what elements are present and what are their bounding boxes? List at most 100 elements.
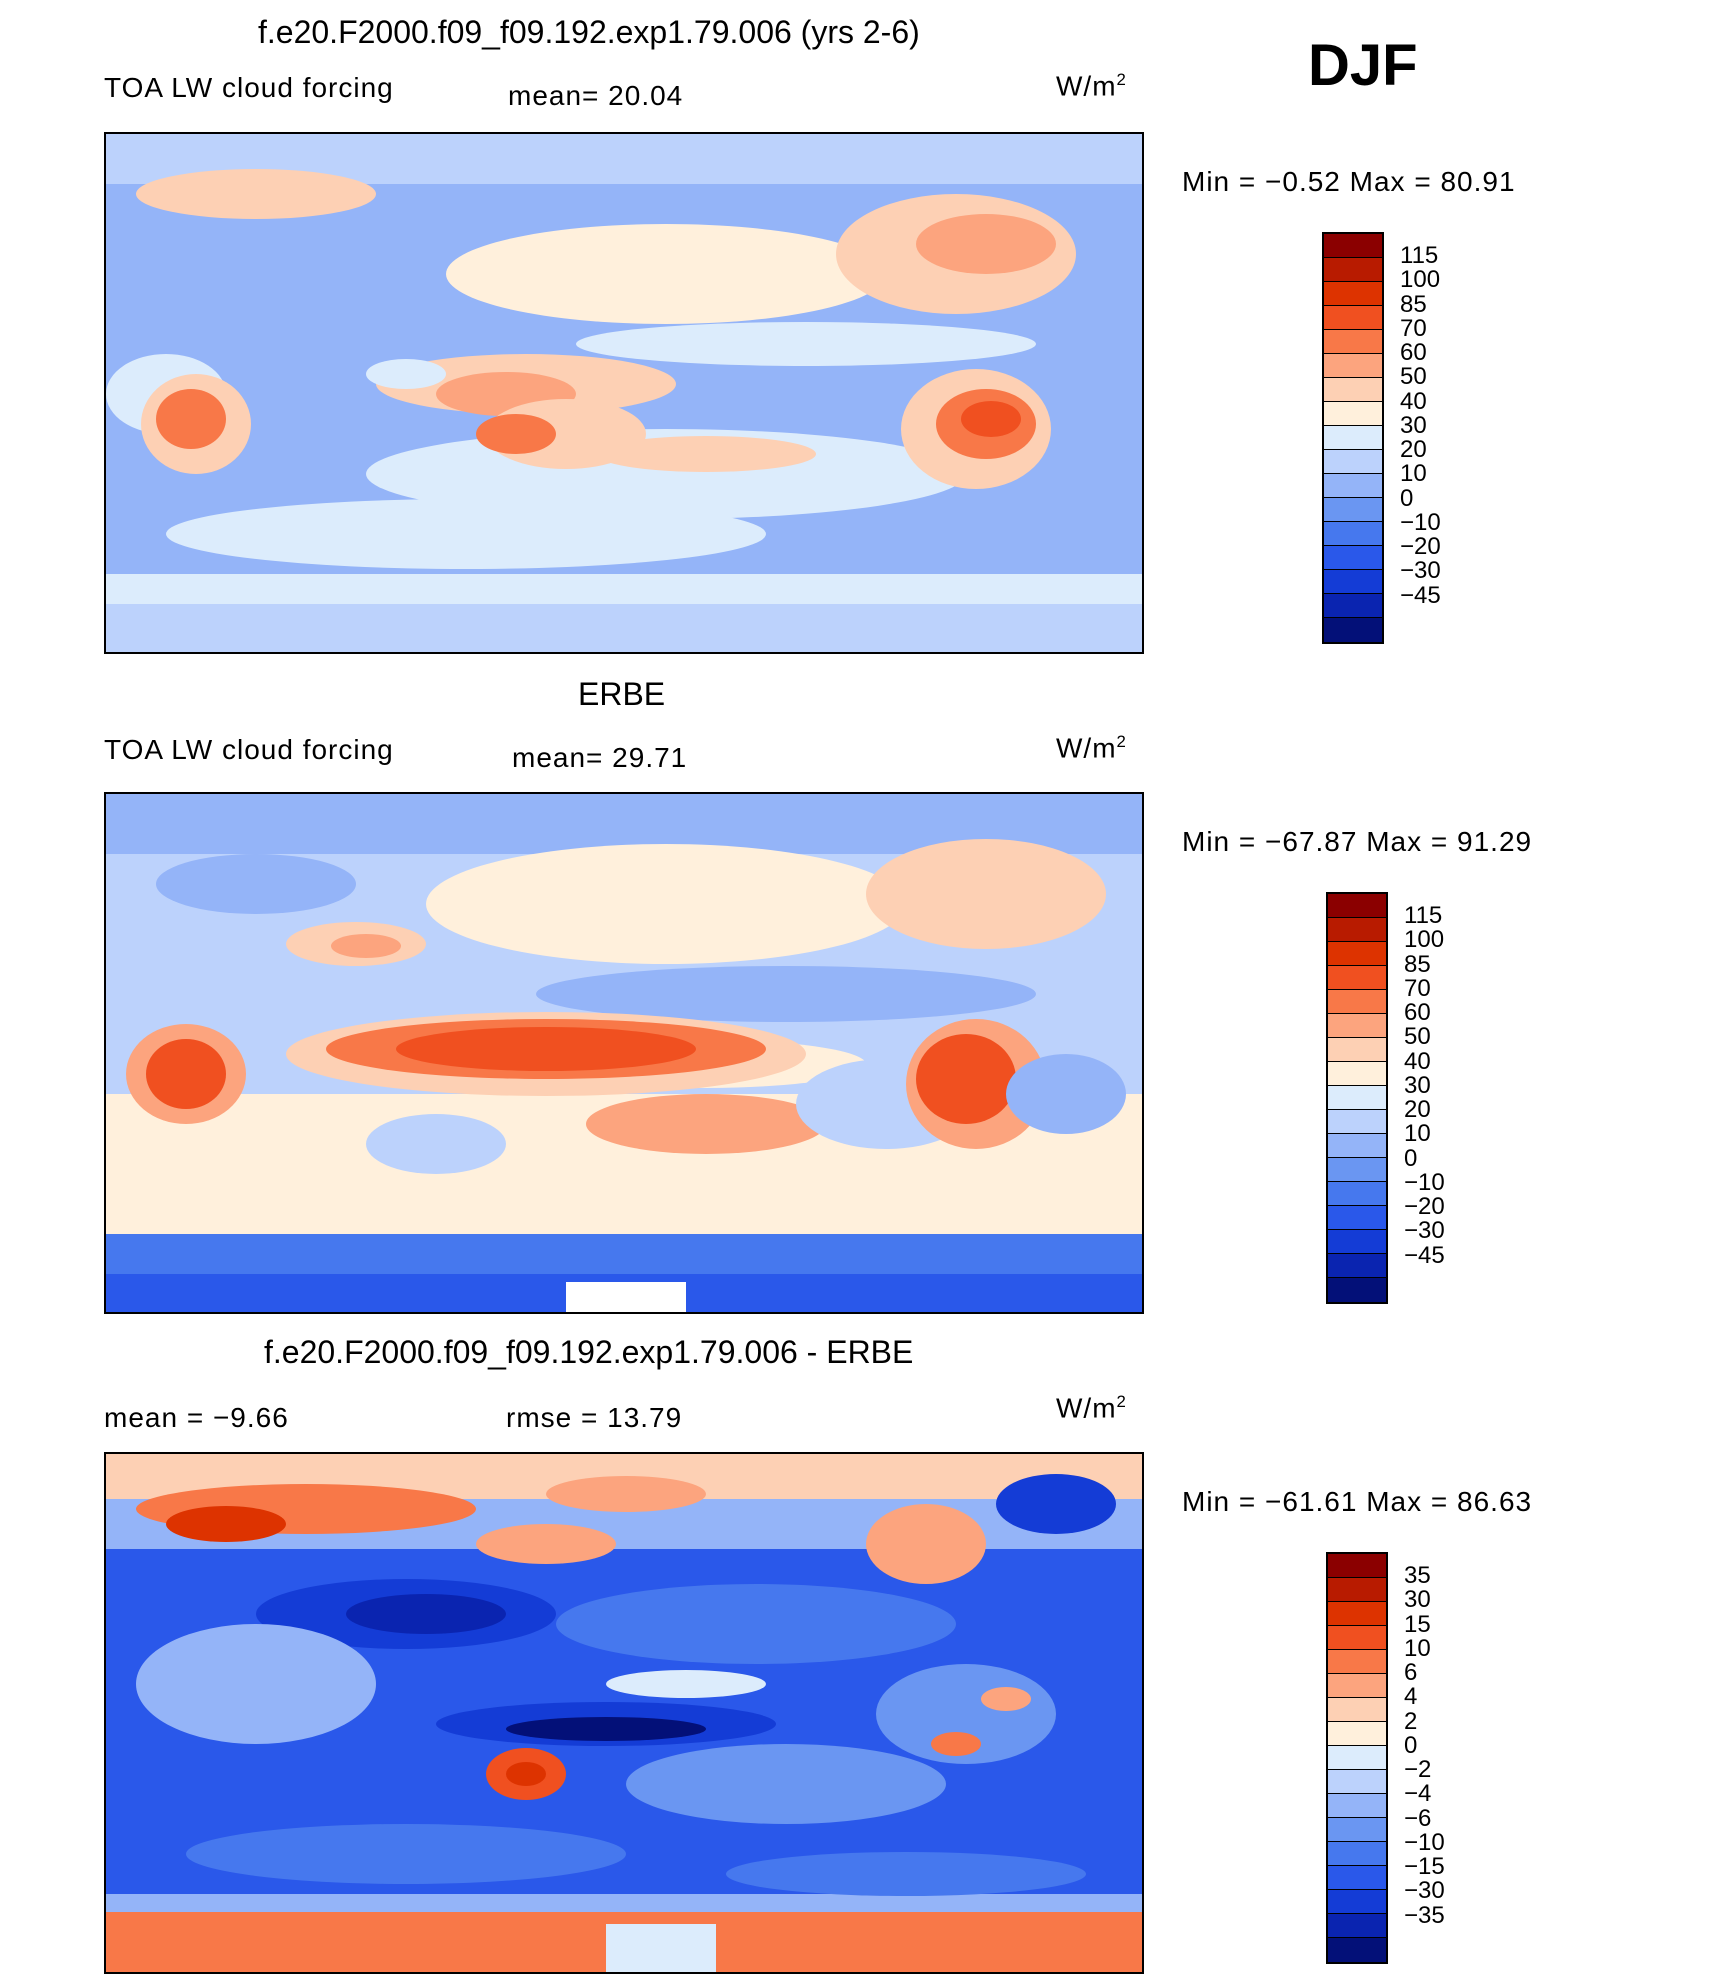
colorbar-segment — [1328, 1938, 1386, 1962]
colorbar-segment — [1328, 1698, 1386, 1722]
colorbar-segment — [1328, 1554, 1386, 1578]
colorbar-tick-label: −45 — [1400, 581, 1441, 609]
colorbar-segment — [1328, 1890, 1386, 1914]
colorbar-tick-label: −10 — [1404, 1168, 1445, 1196]
colorbar-tick-label: 115 — [1404, 902, 1443, 930]
colorbar-segment — [1324, 522, 1382, 546]
colorbar-tick-label: 60 — [1404, 999, 1431, 1027]
panel1-units: W/m2 — [1056, 70, 1127, 102]
colorbar-tick-label: −30 — [1400, 557, 1441, 585]
colorbar-segment — [1324, 426, 1382, 450]
panel3-minmax: Min = −61.61 Max = 86.63 — [1182, 1486, 1533, 1517]
colorbar-tick-label: −2 — [1404, 1756, 1432, 1784]
colorbar-segment — [1328, 1914, 1386, 1938]
colorbar-tick-label: −30 — [1404, 1217, 1445, 1245]
colorbar-segment — [1328, 1650, 1386, 1674]
colorbar-tick-label: 20 — [1400, 436, 1427, 464]
panel1-mean: mean= 20.04 — [508, 80, 684, 111]
season-label: DJF — [1308, 33, 1418, 98]
colorbar-tick-label: 0 — [1404, 1144, 1418, 1172]
colorbar-segment — [1328, 1722, 1386, 1746]
panel3-colorbar — [1326, 1552, 1388, 1964]
colorbar-tick-label: 10 — [1404, 1634, 1431, 1662]
colorbar-tick-label: 10 — [1400, 460, 1427, 488]
colorbar-tick-label: 85 — [1404, 950, 1431, 978]
colorbar-tick-label: 30 — [1404, 1071, 1431, 1099]
colorbar-segment — [1328, 894, 1386, 918]
panel2-units: W/m2 — [1056, 732, 1127, 764]
colorbar-tick-label: 40 — [1404, 1047, 1431, 1075]
colorbar-tick-label: 10 — [1404, 1120, 1431, 1148]
colorbar-segment — [1328, 1110, 1386, 1134]
panel1-map — [104, 132, 1144, 654]
colorbar-segment — [1324, 354, 1382, 378]
colorbar-segment — [1328, 1626, 1386, 1650]
colorbar-tick-label: −20 — [1404, 1193, 1445, 1221]
colorbar-tick-label: −10 — [1400, 508, 1441, 536]
colorbar-segment — [1328, 1770, 1386, 1794]
colorbar-segment — [1324, 330, 1382, 354]
colorbar-tick-label: −15 — [1404, 1853, 1445, 1881]
panel3-colorbar-labels: 35 30 15 10 6 4 2 0 −2 −4 −6 −10 −15 −30 −35 — [1404, 1552, 1484, 1964]
colorbar-tick-label: 100 — [1404, 926, 1445, 954]
panel2-colorbar-labels: 115 100 85 70 60 50 40 30 20 10 0 −10 −20 −30 −45 — [1404, 892, 1484, 1304]
colorbar-segment — [1324, 258, 1382, 282]
colorbar-tick-label: 30 — [1404, 1586, 1431, 1614]
colorbar-segment — [1328, 1254, 1386, 1278]
panel1-minmax: Min = −0.52 Max = 80.91 — [1182, 166, 1516, 197]
colorbar-segment — [1328, 1182, 1386, 1206]
colorbar-tick-label: 2 — [1404, 1707, 1418, 1735]
colorbar-tick-label: −10 — [1404, 1828, 1445, 1856]
colorbar-segment — [1328, 1818, 1386, 1842]
colorbar-tick-label: 30 — [1400, 411, 1427, 439]
colorbar-tick-label: −6 — [1404, 1804, 1432, 1832]
colorbar-segment — [1324, 282, 1382, 306]
colorbar-tick-label: 50 — [1400, 363, 1427, 391]
colorbar-segment — [1328, 1794, 1386, 1818]
colorbar-segment — [1324, 450, 1382, 474]
colorbar-tick-label: 85 — [1400, 290, 1427, 318]
colorbar-tick-label: 115 — [1400, 242, 1439, 270]
colorbar-tick-label: 6 — [1404, 1659, 1418, 1687]
colorbar-segment — [1328, 1746, 1386, 1770]
panel1-map-canvas — [106, 134, 1142, 652]
panel2-variable-label: TOA LW cloud forcing — [104, 734, 394, 765]
colorbar-tick-label: 50 — [1404, 1023, 1431, 1051]
colorbar-segment — [1328, 942, 1386, 966]
colorbar-segment — [1328, 1866, 1386, 1890]
colorbar-tick-label: 35 — [1404, 1562, 1431, 1590]
colorbar-tick-label: −30 — [1404, 1877, 1445, 1905]
colorbar-segment — [1328, 1014, 1386, 1038]
colorbar-segment — [1328, 1602, 1386, 1626]
colorbar-segment — [1324, 234, 1382, 258]
colorbar-tick-label: 0 — [1404, 1731, 1418, 1759]
colorbar-segment — [1324, 498, 1382, 522]
colorbar-segment — [1328, 1278, 1386, 1302]
colorbar-tick-label: 15 — [1404, 1610, 1431, 1638]
colorbar-segment — [1328, 966, 1386, 990]
panel2-colorbar — [1326, 892, 1388, 1304]
panel3-map — [104, 1452, 1144, 1974]
panel1-variable-label: TOA LW cloud forcing — [104, 72, 394, 103]
colorbar-segment — [1328, 1158, 1386, 1182]
panel1-colorbar — [1322, 232, 1384, 644]
colorbar-segment — [1328, 1206, 1386, 1230]
colorbar-tick-label: 40 — [1400, 387, 1427, 415]
panel1-colorbar-labels: 115 100 85 70 60 50 40 30 20 10 0 −10 −20 −30 −45 — [1400, 232, 1480, 644]
panel3-rmse: rmse = 13.79 — [506, 1402, 683, 1433]
colorbar-segment — [1324, 474, 1382, 498]
colorbar-tick-label: 70 — [1400, 314, 1427, 342]
colorbar-tick-label: 4 — [1404, 1683, 1418, 1711]
colorbar-segment — [1328, 1086, 1386, 1110]
colorbar-tick-label: −45 — [1404, 1241, 1445, 1269]
colorbar-segment — [1328, 1038, 1386, 1062]
colorbar-tick-label: −20 — [1400, 533, 1441, 561]
colorbar-segment — [1328, 990, 1386, 1014]
colorbar-segment — [1328, 1674, 1386, 1698]
panel2-mean: mean= 29.71 — [512, 742, 688, 773]
panel3-units: W/m2 — [1056, 1392, 1127, 1424]
colorbar-tick-label: −4 — [1404, 1780, 1432, 1808]
colorbar-segment — [1328, 1842, 1386, 1866]
panel2-map-canvas — [106, 794, 1142, 1312]
colorbar-segment — [1324, 306, 1382, 330]
